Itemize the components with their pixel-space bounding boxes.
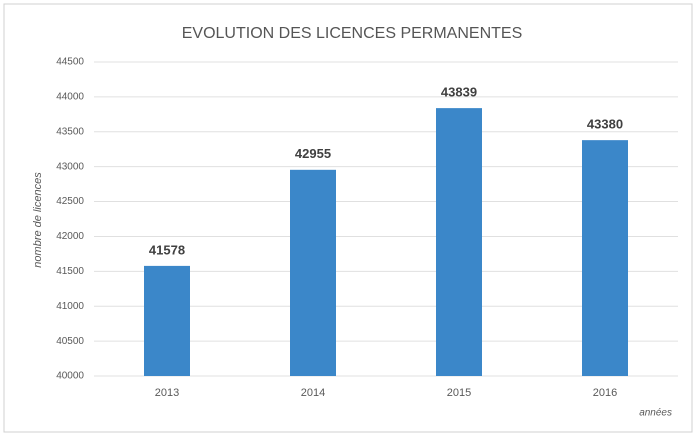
data-label: 43380 [587, 117, 623, 132]
y-tick-label: 43000 [56, 161, 84, 172]
y-axis-label: nombre de licences [32, 172, 44, 268]
y-tick-label: 41500 [56, 266, 84, 277]
y-tick-label: 44000 [56, 92, 84, 103]
x-tick-label: 2015 [447, 387, 471, 399]
data-label: 41578 [149, 242, 185, 257]
data-label: 42955 [295, 146, 331, 161]
chart-title: EVOLUTION DES LICENCES PERMANENTES [182, 25, 523, 42]
bar [290, 169, 336, 376]
x-tick-label: 2013 [155, 387, 179, 399]
x-tick-label: 2014 [301, 387, 325, 399]
bar [436, 108, 482, 376]
y-tick-label: 44500 [56, 57, 84, 68]
x-axis-label: années [639, 408, 672, 419]
bar [582, 140, 628, 376]
x-tick-label: 2016 [593, 387, 617, 399]
y-tick-label: 40500 [56, 336, 84, 347]
bar [144, 265, 190, 376]
y-tick-label: 42000 [56, 231, 84, 242]
data-label: 43839 [441, 85, 477, 100]
y-tick-label: 42500 [56, 196, 84, 207]
y-tick-label: 40000 [56, 371, 84, 382]
y-tick-label: 43500 [56, 126, 84, 137]
chart-frame [3, 3, 693, 433]
y-tick-label: 41000 [56, 301, 84, 312]
